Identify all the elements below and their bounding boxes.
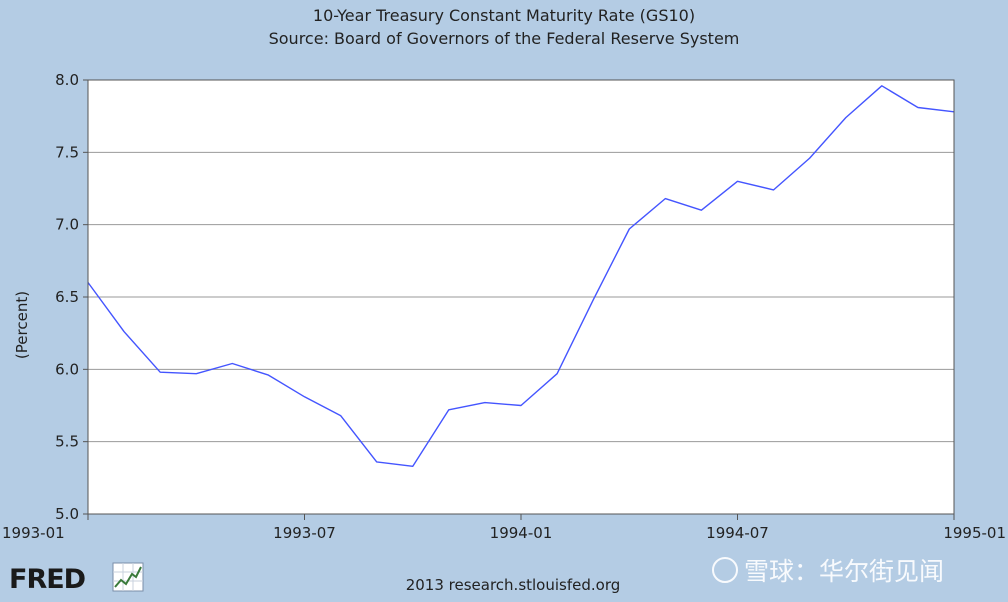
y-tick-label: 8.0 — [55, 71, 79, 89]
y-tick-label: 6.0 — [55, 360, 79, 378]
x-tick-label: 1995-01 — [943, 524, 1006, 542]
y-tick-label: 7.0 — [55, 216, 79, 234]
x-ticks — [87, 514, 955, 520]
watermark-text: 雪球：华尔街见闻 — [744, 557, 944, 586]
x-tick-labels: 1993-01 1993-07 1994-01 1994-07 1995-01 — [2, 524, 1006, 542]
x-tick-label: 1993-01 — [2, 524, 65, 542]
y-tick-label: 5.5 — [55, 433, 79, 451]
x-tick-label: 1993-07 — [273, 524, 336, 542]
footer-credit: 2013 research.stlouisfed.org — [406, 576, 621, 594]
x-tick-label: 1994-07 — [706, 524, 769, 542]
chart-title: 10-Year Treasury Constant Maturity Rate … — [313, 6, 695, 25]
y-tick-label: 6.5 — [55, 288, 79, 306]
chart-subtitle: Source: Board of Governors of the Federa… — [269, 29, 740, 48]
watermark: 雪球：华尔街见闻 — [712, 557, 944, 586]
x-tick-label: 1994-01 — [490, 524, 553, 542]
watermark-logo-icon — [712, 557, 738, 583]
fred-graph-icon — [112, 562, 144, 592]
plot-border — [87, 79, 955, 515]
fred-logo-text: FRED — [9, 564, 85, 595]
series-line — [87, 85, 955, 467]
y-axis-label: (Percent) — [13, 291, 31, 359]
y-tick-label: 5.0 — [55, 505, 79, 523]
y-tick-label: 7.5 — [55, 143, 79, 161]
y-tick-labels: 5.0 5.5 6.0 6.5 7.0 7.5 8.0 — [55, 71, 79, 523]
fred-logo: FRED — [9, 562, 144, 595]
